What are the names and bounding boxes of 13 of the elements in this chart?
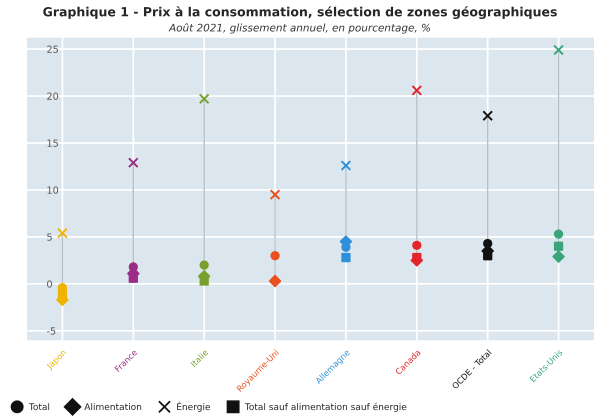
y-tick-label: 5 [47,234,52,241]
y-tick-label: 20 [47,92,58,100]
legend-label: Alimentation [84,403,142,410]
y-tick-label: 15 [48,140,58,147]
legend-label: Énergie [177,402,210,412]
chart-title: Graphique 1 - Prix à la consommation, sélection de zones géographiques [43,6,557,19]
chart-subtitle: Août 2021, glissement annuel, en pourcentage, % [168,23,430,34]
y-tick-label: 25 [47,46,58,53]
y-tick-label: 10 [48,186,58,194]
legend-label: Total sauf alimentation sauf énergie [244,402,406,412]
y-tick-label: 0 [47,280,52,288]
legend-label: Total [28,403,50,410]
y-tick-label: -5 [46,327,56,335]
